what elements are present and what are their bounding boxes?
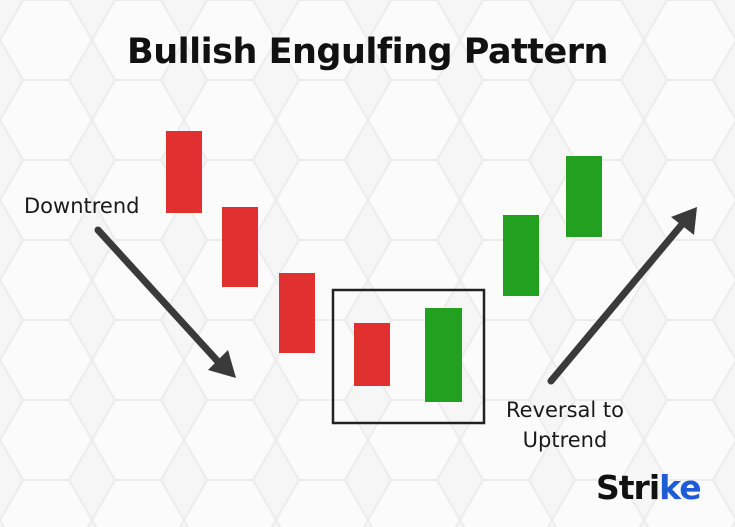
strike-logo: Strike (596, 468, 702, 507)
page-title: Bullish Engulfing Pattern (127, 32, 608, 72)
candle-bullish-1 (503, 215, 539, 296)
arrow-up-right-icon (547, 207, 697, 385)
reversal-label-line1: Reversal to (506, 398, 624, 422)
logo-text-accent: ke (659, 468, 701, 507)
candle-bullish-2 (566, 156, 602, 237)
reversal-label: Reversal to Uptrend (500, 395, 630, 455)
candle-bearish-engulfed (354, 323, 390, 386)
engulfing-highlight-box (331, 288, 486, 425)
candle-bearish-3 (279, 273, 315, 353)
arrow-down-right-icon (94, 226, 236, 378)
candle-bearish-2 (222, 207, 258, 287)
logo-text-main: Stri (596, 468, 660, 507)
downtrend-label: Downtrend (24, 194, 140, 218)
candle-bearish-1 (166, 131, 202, 213)
candle-bullish-engulfing (425, 308, 462, 402)
reversal-label-line2: Uptrend (522, 428, 608, 452)
